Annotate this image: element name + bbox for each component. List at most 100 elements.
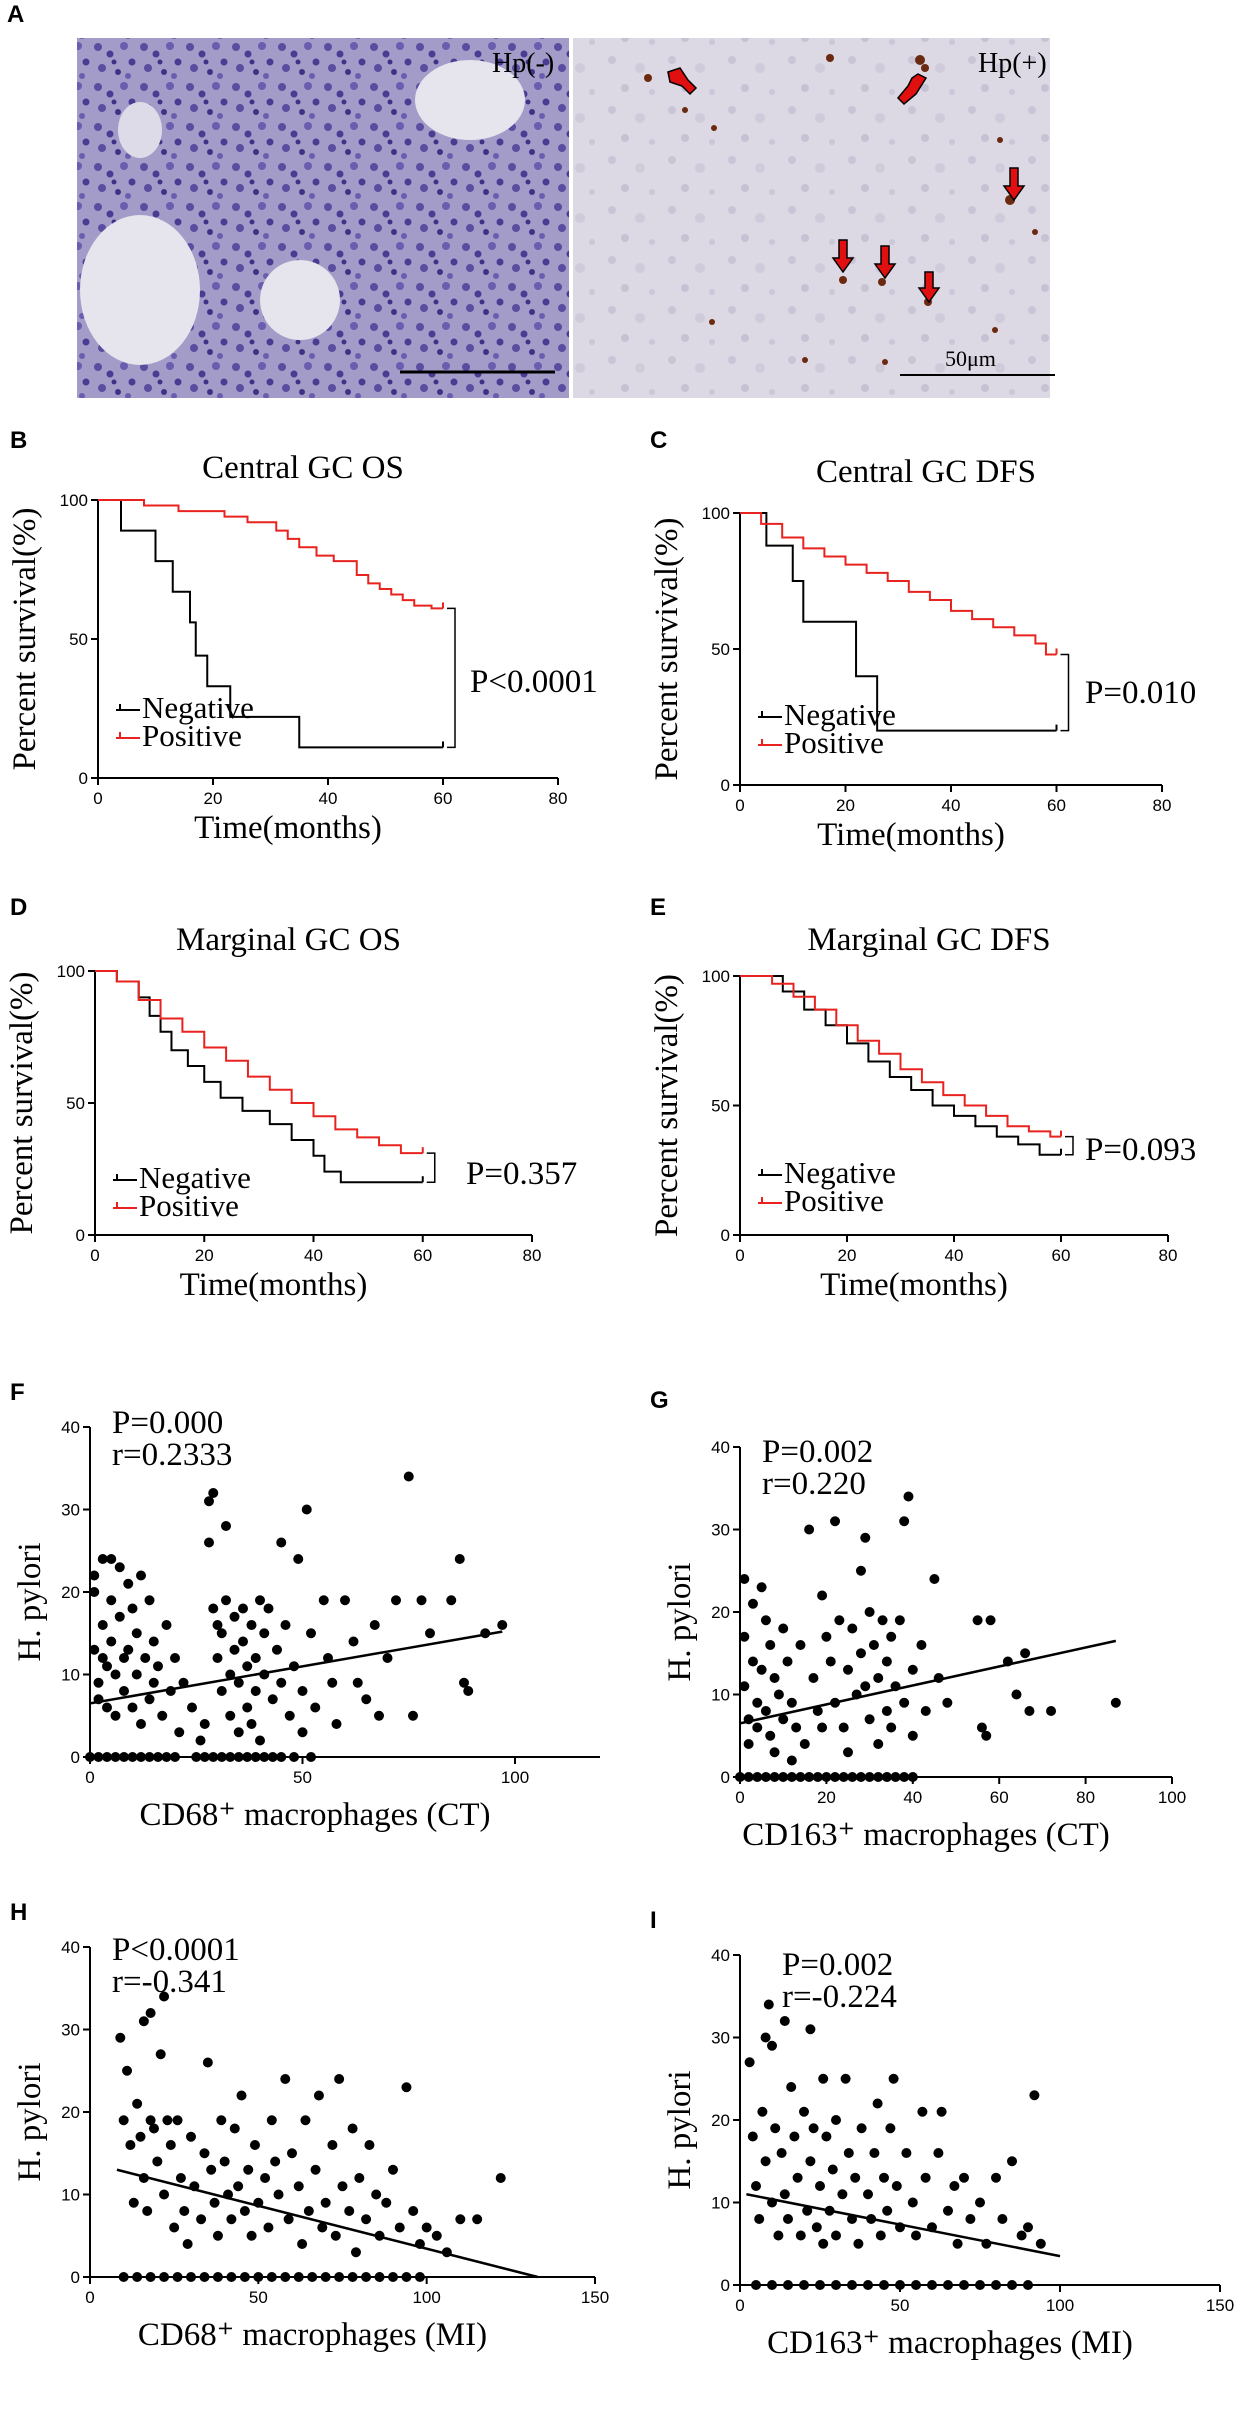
survival-curve-positive bbox=[740, 512, 1057, 656]
scatter-point bbox=[127, 1752, 138, 1762]
y-tick-label: 50 bbox=[66, 1094, 85, 1113]
scatter-point bbox=[273, 2189, 284, 2200]
scatter-point bbox=[747, 1656, 758, 1667]
scatter-point bbox=[821, 2131, 832, 2142]
scatter-point bbox=[238, 1636, 248, 1647]
scatter-point bbox=[236, 2090, 247, 2101]
scatter-point bbox=[843, 1664, 853, 1675]
scatter-point bbox=[229, 1644, 240, 1655]
scatter-point bbox=[765, 1730, 776, 1741]
y-tick-label: 20 bbox=[711, 2111, 730, 2130]
x-tick-label: 20 bbox=[838, 1246, 857, 1265]
scatter-point bbox=[991, 2172, 1001, 2183]
scatter-point bbox=[894, 1615, 905, 1626]
y-axis-title: H. pylori bbox=[12, 1542, 48, 1661]
survival-curve-negative bbox=[740, 512, 1057, 732]
scatter-point bbox=[350, 2247, 361, 2258]
scatter-point bbox=[815, 2181, 825, 2191]
scatter-point bbox=[778, 1772, 789, 1782]
scatter-point bbox=[267, 1752, 278, 1762]
scatter-point bbox=[882, 2205, 893, 2216]
x-tick-label: 60 bbox=[434, 789, 453, 808]
chart-title: Marginal GC DFS bbox=[807, 922, 1050, 958]
chart-central-gc-os: 0 50 100 0 20 40 60 80 Time(months) Percent survi… bbox=[7, 450, 598, 846]
scatter-point bbox=[838, 1722, 849, 1733]
x-tick-label: 0 bbox=[735, 1788, 744, 1807]
scatter-point bbox=[421, 2222, 432, 2233]
chart-cd163-mi-scatter: 0 10 20 30 40 0 50 100 150 CD163⁺ macrophages (MI… bbox=[662, 1946, 1234, 2361]
panel-label-a: A bbox=[7, 1, 24, 28]
scatter-point bbox=[916, 1640, 927, 1650]
scatter-point bbox=[85, 1752, 95, 1762]
scatter-point bbox=[933, 2148, 944, 2158]
scatter-point bbox=[890, 1772, 901, 1782]
scatter-point bbox=[170, 1653, 180, 1663]
scatter-point bbox=[221, 1521, 231, 1531]
scatter-point bbox=[238, 1603, 248, 1614]
scatter-point bbox=[495, 2173, 506, 2183]
scatter-point bbox=[327, 1677, 338, 1688]
scatter-point bbox=[297, 1727, 308, 1738]
scatter-point bbox=[233, 1727, 244, 1738]
x-tick-label: 0 bbox=[735, 1246, 744, 1265]
scatter-point bbox=[250, 1686, 261, 1696]
x-tick-label: 80 bbox=[1159, 1246, 1178, 1265]
scatter-point bbox=[145, 2115, 156, 2126]
scatter-point bbox=[106, 1636, 117, 1647]
scatter-point bbox=[431, 2230, 442, 2241]
scatter-point bbox=[97, 1554, 108, 1564]
survival-curve-negative bbox=[95, 970, 423, 1184]
scatter-point bbox=[769, 1673, 780, 1683]
scatter-point bbox=[786, 1772, 797, 1782]
scatter-point bbox=[942, 1697, 953, 1708]
scatter-point bbox=[778, 1714, 789, 1725]
scatter-point bbox=[782, 1656, 793, 1667]
scatter-point bbox=[805, 2156, 816, 2167]
scatter-point bbox=[125, 2140, 136, 2150]
scatter-point bbox=[773, 2230, 784, 2241]
x-tick-label: 0 bbox=[735, 2296, 744, 2315]
panel-label-g: G bbox=[650, 1387, 669, 1414]
scatter-point bbox=[159, 2189, 170, 2200]
scatter-point bbox=[757, 2106, 768, 2117]
y-tick-label: 20 bbox=[61, 2103, 80, 2122]
scatter-point bbox=[102, 1702, 112, 1713]
x-tick-label: 100 bbox=[1158, 1788, 1186, 1807]
scatter-point bbox=[760, 1772, 771, 1782]
x-tick-label: 40 bbox=[319, 789, 338, 808]
scatter-point bbox=[119, 1752, 129, 1762]
scatter-point bbox=[212, 2272, 223, 2282]
x-tick-label: 0 bbox=[90, 1246, 99, 1265]
scatter-point bbox=[280, 1620, 291, 1630]
scatter-point bbox=[246, 2230, 257, 2241]
scatter-point bbox=[212, 1653, 223, 1663]
scatter-point bbox=[1035, 2238, 1046, 2249]
scatter-point bbox=[352, 1677, 363, 1688]
scatter-point bbox=[936, 2106, 947, 2117]
x-tick-label: 20 bbox=[204, 789, 223, 808]
scatter-point bbox=[877, 1615, 888, 1626]
scatter-point bbox=[805, 2024, 816, 2035]
scatter-point bbox=[792, 2172, 803, 2183]
scatter-point bbox=[132, 2098, 143, 2109]
y-tick-label: 10 bbox=[61, 2186, 80, 2205]
scatter-point bbox=[136, 1719, 146, 1729]
y-axis-title: Percent survival(%) bbox=[649, 518, 685, 781]
scatter-point bbox=[199, 1752, 210, 1762]
scatter-point bbox=[817, 1590, 828, 1601]
scatter-point bbox=[838, 1772, 849, 1782]
y-tick-label: 40 bbox=[61, 1938, 80, 1957]
scatter-point bbox=[885, 2123, 896, 2134]
scatter-point bbox=[187, 1702, 197, 1713]
scatter-point bbox=[318, 1595, 329, 1606]
x-tick-label: 20 bbox=[195, 1246, 214, 1265]
scatter-point bbox=[255, 1595, 265, 1606]
scatter-point bbox=[391, 1595, 401, 1606]
scatter-point bbox=[128, 2197, 139, 2208]
image-margin bbox=[1050, 38, 1066, 398]
scatter-point bbox=[320, 2197, 331, 2208]
scatter-point bbox=[770, 2123, 781, 2134]
scatter-point bbox=[172, 2115, 183, 2126]
scatter-point bbox=[863, 2189, 873, 2200]
scatter-point bbox=[202, 2057, 213, 2068]
